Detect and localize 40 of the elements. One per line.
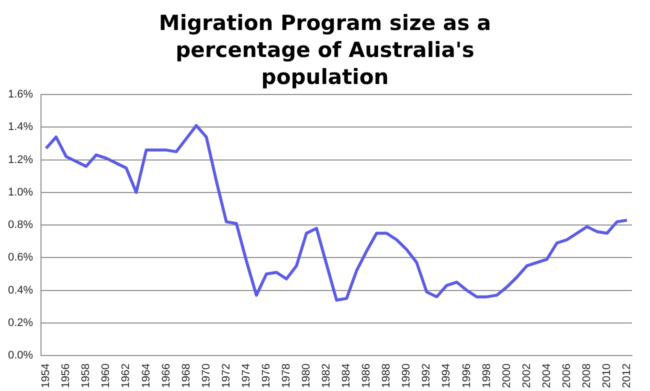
x-tick-label: 1982 xyxy=(320,364,333,388)
x-tick-label: 1964 xyxy=(140,364,152,388)
x-tick-label: 2006 xyxy=(560,364,573,388)
x-tick-label: 1976 xyxy=(260,364,272,388)
x-tick-label: 2002 xyxy=(520,364,533,388)
x-tick-label: 1968 xyxy=(180,364,192,388)
y-tick-label: 0.6% xyxy=(8,252,34,264)
x-tick-label: 1980 xyxy=(300,364,313,388)
y-tick-label: 1.2% xyxy=(8,154,34,166)
x-tick-label: 2000 xyxy=(500,364,513,388)
x-tick-label: 1966 xyxy=(160,364,172,388)
x-tick-label: 1992 xyxy=(420,364,433,388)
x-tick-label: 1986 xyxy=(360,364,373,388)
x-tick-label: 1996 xyxy=(460,364,473,388)
x-tick-label: 1998 xyxy=(480,364,493,388)
x-tick-label: 1978 xyxy=(280,364,292,388)
x-tick-label: 1956 xyxy=(60,364,72,388)
x-tick-label: 1960 xyxy=(100,364,112,388)
x-tick-label: 1972 xyxy=(220,364,232,388)
x-tick-label: 1974 xyxy=(240,364,252,388)
y-tick-label: 1.0% xyxy=(8,186,34,198)
chart-title: Migration Program size as a percentage of Australia's population xyxy=(158,10,492,91)
y-tick-label: 0.4% xyxy=(8,284,34,296)
x-tick-label: 2010 xyxy=(600,364,613,388)
x-tick-label: 1994 xyxy=(440,364,453,388)
x-tick-label: 2004 xyxy=(540,364,553,388)
x-tick-label: 1984 xyxy=(340,364,353,388)
y-tick-label: 1.6% xyxy=(8,88,34,101)
y-tick-label: 0.2% xyxy=(8,316,34,329)
x-tick-label: 1988 xyxy=(380,364,393,388)
y-tick-label: 0.0% xyxy=(8,350,34,362)
x-tick-label: 1990 xyxy=(400,364,413,388)
x-tick-label: 1970 xyxy=(200,364,212,388)
y-tick-label: 1.4% xyxy=(8,121,34,134)
x-tick-label: 1954 xyxy=(40,364,52,388)
x-tick-label: 1958 xyxy=(80,364,92,388)
y-tick-label: 0.8% xyxy=(8,219,34,232)
x-tick-label: 2008 xyxy=(580,364,593,388)
x-tick-label: 2012 xyxy=(621,364,634,388)
x-tick-label: 1962 xyxy=(120,364,132,388)
